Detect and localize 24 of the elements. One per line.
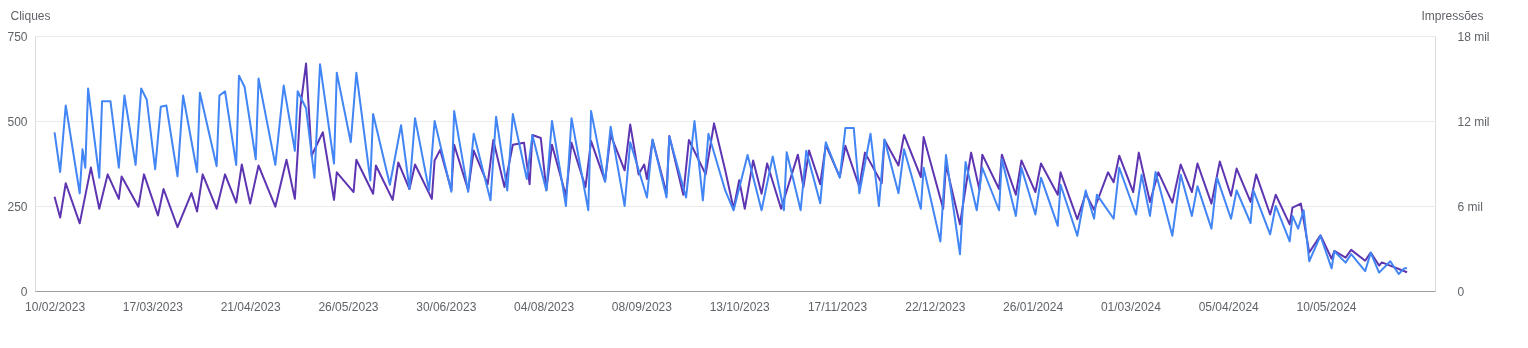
y-tick-label: 250 bbox=[7, 199, 28, 214]
y2-tick-label: 0 bbox=[1457, 284, 1465, 299]
x-tick-label: 10/05/2024 bbox=[1296, 299, 1357, 314]
x-tick-label: 04/08/2023 bbox=[514, 299, 575, 314]
x-tick-label: 26/05/2023 bbox=[318, 299, 379, 314]
x-tick-label: 30/06/2023 bbox=[416, 299, 477, 314]
y2-tick-label: 6 mil bbox=[1457, 199, 1483, 214]
x-tick-label: 17/11/2023 bbox=[807, 299, 868, 314]
y-tick-label: 750 bbox=[7, 29, 28, 44]
y2-tick-label: 18 mil bbox=[1457, 29, 1490, 44]
x-tick-label: 05/04/2024 bbox=[1198, 299, 1260, 314]
x-tick-label: 01/03/2024 bbox=[1100, 299, 1162, 314]
x-tick-label: 13/10/2023 bbox=[709, 299, 771, 314]
y2-axis-title: Impressões bbox=[1421, 8, 1484, 23]
y-tick-label: 500 bbox=[7, 114, 28, 129]
x-tick-label: 26/01/2024 bbox=[1003, 299, 1064, 314]
y-tick-label: 0 bbox=[20, 284, 28, 299]
x-tick-label: 22/12/2023 bbox=[905, 299, 966, 314]
y2-tick-label: 12 mil bbox=[1457, 114, 1490, 129]
y-axis-title: Cliques bbox=[10, 8, 51, 23]
x-tick-label: 17/03/2023 bbox=[122, 299, 184, 314]
x-tick-label: 10/02/2023 bbox=[25, 299, 86, 314]
x-tick-label: 21/04/2023 bbox=[220, 299, 282, 314]
x-tick-label: 08/09/2023 bbox=[611, 299, 673, 314]
